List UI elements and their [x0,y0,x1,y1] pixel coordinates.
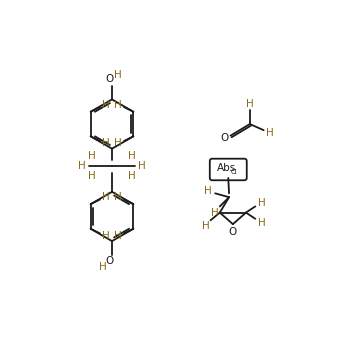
Text: H: H [102,138,110,148]
Text: H: H [114,231,122,241]
FancyBboxPatch shape [210,159,247,180]
Text: H: H [114,192,122,202]
Text: H: H [99,261,107,271]
Text: H: H [88,171,96,181]
Text: H: H [128,171,136,181]
Text: O: O [105,256,114,266]
Text: Abs: Abs [217,163,236,173]
Text: H: H [204,186,212,196]
Text: H: H [211,208,219,217]
Text: H: H [246,99,254,109]
Text: H: H [102,100,110,110]
Text: O: O [229,227,237,237]
Text: Cl: Cl [231,169,238,175]
Text: H: H [128,152,136,161]
Text: H: H [78,161,86,171]
Text: H: H [266,128,274,138]
Text: H: H [114,138,122,148]
Text: H: H [102,231,110,241]
Text: O: O [220,133,229,143]
Text: H: H [88,152,96,161]
Text: H: H [113,70,121,80]
Text: H: H [102,192,110,202]
Text: H: H [138,161,146,171]
Text: O: O [105,75,114,84]
Text: H: H [257,217,265,228]
Text: H: H [114,100,122,110]
Text: H: H [202,221,210,231]
Text: H: H [257,198,265,208]
